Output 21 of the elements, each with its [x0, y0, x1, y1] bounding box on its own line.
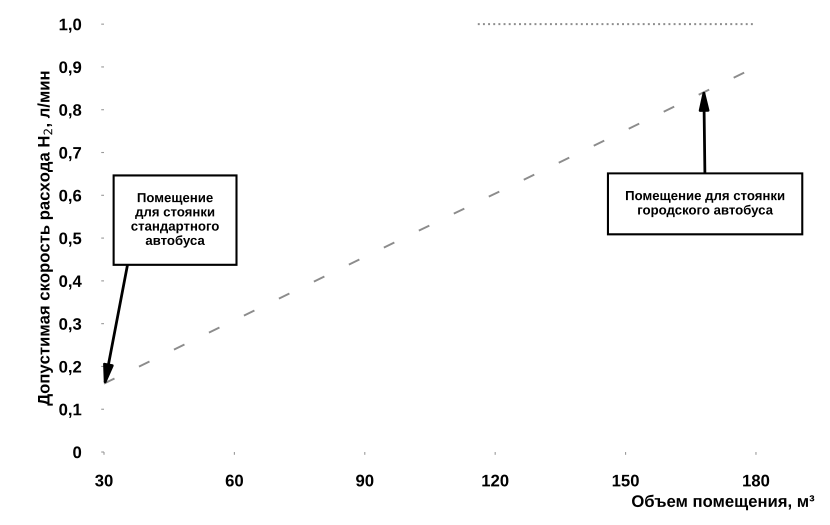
y-tick-label: 0,8	[59, 104, 82, 118]
annotation: Помещение для стоянки городского автобуса	[626, 191, 784, 218]
y-tick-label: 0,6	[59, 190, 82, 204]
y-tick-label: 0,7	[59, 146, 82, 162]
x-tick-label: 180	[743, 474, 770, 486]
y-tick-label: 0,9	[59, 61, 82, 76]
x-tick-label: 60	[226, 474, 243, 486]
y-tick-label: 1,0	[60, 18, 82, 33]
y-axis-title: Допустимая скорость расхода H$_{2}$, л/мин	[37, 72, 53, 406]
x-axis-title: Объем помещения, м³	[632, 494, 814, 510]
annotation: Помещение для стоянки стандартного автобуса	[131, 193, 219, 248]
y-tick-label: 0	[73, 446, 82, 458]
x-tick-label: 120	[482, 474, 508, 486]
x-tick-label: 90	[356, 474, 374, 486]
y-tick-label: 0,5	[59, 232, 82, 247]
y-tick-label: 0,2	[59, 360, 82, 376]
y-tick-label: 0,1	[59, 404, 82, 418]
y-tick-label: 0,4	[59, 275, 82, 290]
x-tick-label: 150	[612, 474, 639, 486]
y-tick-label: 0,3	[59, 318, 82, 332]
x-tick-label: 30	[95, 474, 113, 487]
